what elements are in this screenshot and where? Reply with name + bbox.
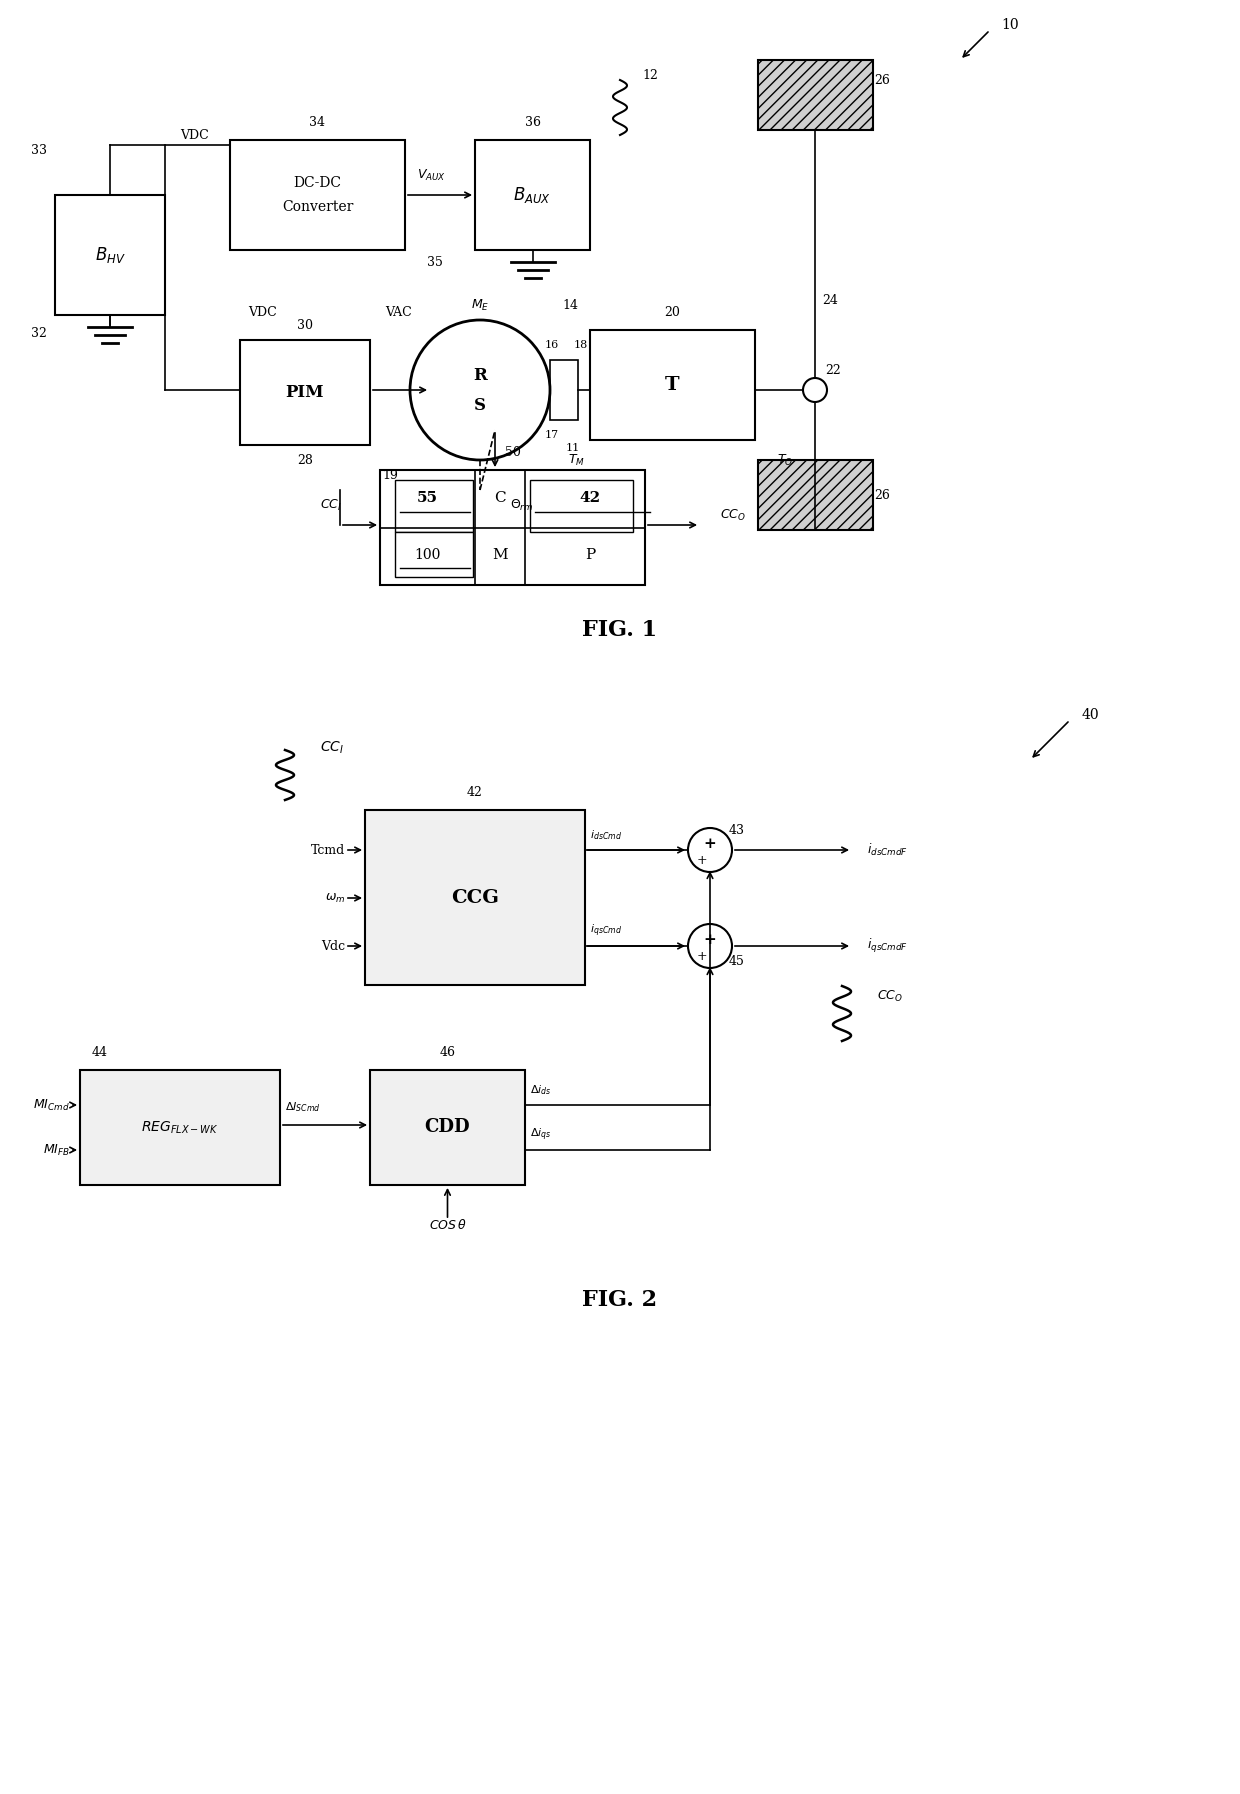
Text: $CC_O$: $CC_O$ (720, 508, 746, 522)
Text: +: + (703, 838, 717, 850)
Text: 43: 43 (729, 823, 745, 836)
Text: C: C (495, 492, 506, 504)
Text: $\Theta_{rm}$: $\Theta_{rm}$ (510, 497, 533, 513)
Text: 16: 16 (546, 341, 559, 350)
Text: $i_{dsCmd}$: $i_{dsCmd}$ (590, 829, 622, 841)
Text: 11: 11 (565, 443, 580, 454)
Text: S: S (474, 396, 486, 413)
Text: $i_{dsCmdF}$: $i_{dsCmdF}$ (867, 841, 908, 858)
Text: +: + (697, 949, 707, 963)
Text: 19: 19 (382, 468, 398, 481)
Bar (229, 140, 405, 249)
Bar (529, 481, 632, 533)
Text: FIG. 1: FIG. 1 (583, 619, 657, 640)
Text: $\Delta I_{SCmd}$: $\Delta I_{SCmd}$ (285, 1100, 321, 1114)
Text: 30: 30 (298, 319, 312, 332)
Text: 45: 45 (729, 954, 745, 967)
Bar (365, 811, 585, 985)
Bar (241, 341, 370, 445)
Text: 24: 24 (822, 294, 838, 307)
Text: 26: 26 (874, 74, 890, 86)
Text: 36: 36 (525, 115, 541, 129)
Bar (379, 470, 645, 585)
Circle shape (410, 319, 551, 459)
Circle shape (688, 924, 732, 969)
Bar (396, 481, 472, 533)
Text: 50: 50 (505, 445, 521, 459)
Text: $M_E$: $M_E$ (471, 298, 489, 312)
Bar (758, 59, 873, 129)
Text: DC-DC: DC-DC (294, 176, 341, 190)
Bar (551, 361, 578, 420)
Text: 55: 55 (417, 492, 438, 504)
Text: M: M (492, 547, 508, 562)
Text: 10: 10 (1001, 18, 1019, 32)
Bar (475, 140, 590, 249)
Text: 42: 42 (579, 492, 600, 504)
Text: T: T (665, 377, 680, 395)
Text: 33: 33 (31, 144, 47, 156)
Text: $V_{AUX}$: $V_{AUX}$ (417, 167, 446, 183)
Bar (590, 330, 755, 440)
Text: Converter: Converter (281, 199, 353, 213)
Text: +: + (697, 854, 707, 867)
Text: 18: 18 (574, 341, 588, 350)
Bar (758, 459, 873, 529)
Text: $i_{qsCmdF}$: $i_{qsCmdF}$ (867, 936, 908, 954)
Text: Vdc: Vdc (321, 940, 345, 953)
Text: $MI_{FB}$: $MI_{FB}$ (43, 1143, 69, 1157)
Text: $\Delta i_{qs}$: $\Delta i_{qs}$ (529, 1127, 552, 1143)
Text: 14: 14 (562, 298, 578, 312)
Text: 44: 44 (92, 1046, 108, 1058)
Text: $CC_O$: $CC_O$ (877, 988, 903, 1003)
Text: VDC: VDC (248, 305, 277, 319)
Text: $CC_I$: $CC_I$ (320, 497, 342, 513)
Text: $B_{AUX}$: $B_{AUX}$ (513, 185, 552, 205)
Text: $REG_{FLX-WK}$: $REG_{FLX-WK}$ (141, 1119, 218, 1136)
Text: +: + (703, 933, 717, 947)
Text: Tcmd: Tcmd (311, 843, 345, 856)
Text: 35: 35 (427, 255, 443, 269)
Text: P: P (585, 547, 595, 562)
Text: 100: 100 (414, 547, 440, 562)
Text: $\omega_m$: $\omega_m$ (325, 892, 345, 904)
Text: FIG. 2: FIG. 2 (583, 1290, 657, 1311)
Bar (396, 533, 472, 578)
Text: CCG: CCG (451, 888, 498, 906)
Text: 40: 40 (1081, 709, 1099, 721)
Text: 20: 20 (665, 305, 681, 319)
Text: 26: 26 (874, 488, 890, 502)
Text: 42: 42 (467, 786, 482, 798)
Text: VAC: VAC (384, 305, 412, 319)
Text: 32: 32 (31, 327, 47, 339)
Text: 22: 22 (825, 364, 841, 377)
Text: $T_O$: $T_O$ (777, 452, 794, 468)
Text: 17: 17 (544, 431, 559, 440)
Text: CDD: CDD (424, 1118, 470, 1137)
Bar (55, 196, 165, 316)
Circle shape (804, 379, 827, 402)
Text: 12: 12 (642, 68, 658, 81)
Text: $i_{qsCmd}$: $i_{qsCmd}$ (590, 922, 622, 940)
Text: PIM: PIM (285, 384, 324, 402)
Text: $CC_I$: $CC_I$ (320, 739, 343, 757)
Circle shape (688, 829, 732, 872)
Text: 34: 34 (310, 115, 325, 129)
Text: $B_{HV}$: $B_{HV}$ (94, 246, 125, 266)
Text: $\Delta i_{ds}$: $\Delta i_{ds}$ (529, 1084, 552, 1096)
Text: R: R (474, 366, 487, 384)
Bar (370, 1069, 525, 1186)
Text: 46: 46 (439, 1046, 455, 1058)
Text: 28: 28 (298, 454, 312, 466)
Text: $T_M$: $T_M$ (568, 452, 585, 468)
Text: $MI_{Cmd}$: $MI_{Cmd}$ (33, 1098, 69, 1112)
Bar (81, 1069, 280, 1186)
Text: $COS\,\theta$: $COS\,\theta$ (429, 1218, 466, 1232)
Text: VDC: VDC (181, 129, 210, 142)
